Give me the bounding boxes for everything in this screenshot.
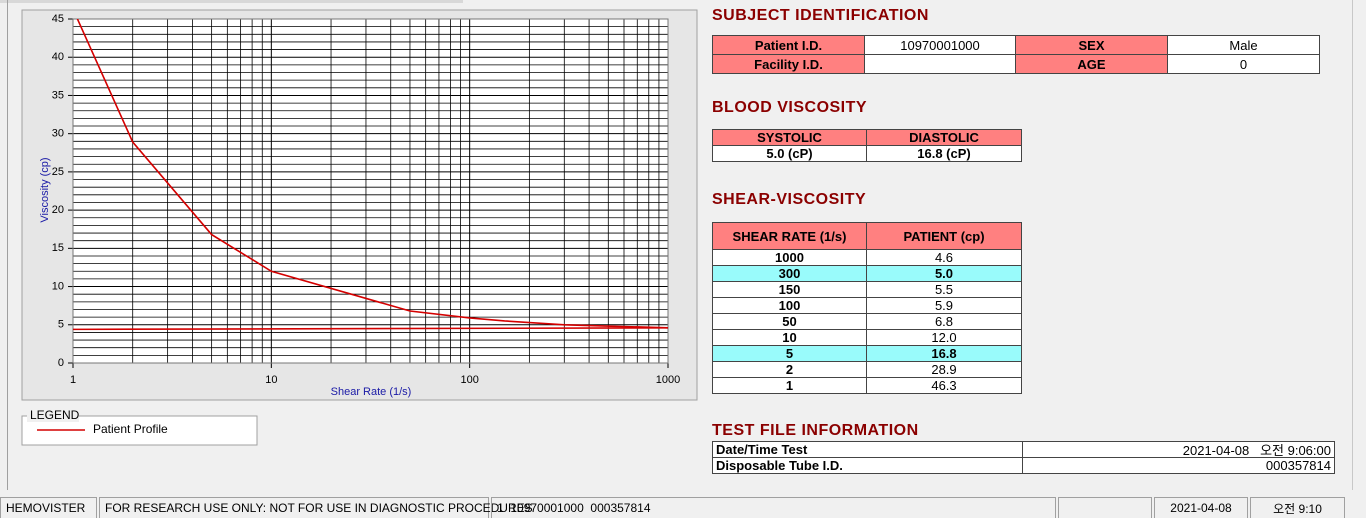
- status-cell: 2021-04-08: [1154, 497, 1248, 518]
- section-title: BLOOD VISCOSITY: [712, 99, 868, 116]
- x-tick-label: 1000: [656, 374, 680, 386]
- plot-frame: [72, 18, 669, 364]
- table-cell: 10: [712, 329, 867, 346]
- y-tick-label: 45: [52, 13, 64, 25]
- y-tick-label: 25: [52, 166, 64, 178]
- y-tick-label: 30: [52, 128, 64, 140]
- x-tick-label: 10: [265, 374, 277, 386]
- table-cell: 100: [712, 297, 867, 314]
- field-label: Facility I.D.: [712, 54, 865, 74]
- table-cell: 46.3: [866, 377, 1022, 394]
- section-title: TEST FILE INFORMATION: [712, 422, 919, 439]
- y-tick-label: 5: [58, 319, 64, 331]
- plot-area: [73, 19, 668, 363]
- y-tick-label: 20: [52, 204, 64, 216]
- table-cell: 5.0: [866, 265, 1022, 282]
- y-tick-label: 35: [52, 89, 64, 101]
- right-border: [1352, 0, 1353, 490]
- status-cell: FOR RESEARCH USE ONLY: NOT FOR USE IN DI…: [99, 497, 533, 518]
- table-cell: 150: [712, 281, 867, 298]
- table-cell: 50: [712, 313, 867, 330]
- legend-label: Patient Profile: [93, 422, 168, 436]
- table-cell: 5: [712, 345, 867, 362]
- column-header: SHEAR RATE (1/s): [712, 222, 867, 250]
- column-header: PATIENT (cp): [866, 222, 1022, 250]
- table-cell: 4.6: [866, 249, 1022, 266]
- table-cell: 5.9: [866, 297, 1022, 314]
- section-title: SUBJECT IDENTIFICATION: [712, 7, 929, 24]
- table-cell: 16.8: [866, 345, 1022, 362]
- table-cell: 6.8: [866, 313, 1022, 330]
- field-value: Male: [1167, 35, 1320, 55]
- table-cell: 2: [712, 361, 867, 378]
- field-value: [864, 54, 1016, 74]
- series-line: [73, 327, 668, 331]
- section-title: SHEAR-VISCOSITY: [712, 191, 867, 208]
- y-axis-label: Viscosity (cp): [39, 157, 51, 222]
- y-tick-label: 0: [58, 357, 64, 369]
- table-cell: 1: [712, 377, 867, 394]
- field-label: AGE: [1015, 54, 1168, 74]
- field-value: 0: [1167, 54, 1320, 74]
- table-cell: 5.5: [866, 281, 1022, 298]
- table-cell: Disposable Tube I.D.: [712, 457, 1023, 474]
- cell-value: 5.0 (cP): [712, 145, 867, 162]
- x-tick-label: 100: [460, 374, 478, 386]
- column-header: DIASTOLIC: [866, 129, 1022, 146]
- top-strip: [0, 0, 463, 3]
- status-cell: HEMOVISTER: [0, 497, 97, 518]
- status-cell: 오전 9:10: [1250, 497, 1345, 518]
- column-header: SYSTOLIC: [712, 129, 867, 146]
- field-value: 10970001000: [864, 35, 1016, 55]
- y-tick-label: 10: [52, 280, 64, 292]
- table-cell: Date/Time Test: [712, 441, 1023, 458]
- table-cell: 28.9: [866, 361, 1022, 378]
- chart: Viscosity (cp) Shear Rate (1/s) LEGEND 0…: [21, 9, 698, 446]
- left-border: [7, 0, 8, 490]
- series-line: [76, 19, 668, 329]
- status-cell: 1 10970001000 000357814: [491, 497, 1056, 518]
- status-cell-empty: [1058, 497, 1152, 518]
- y-tick-label: 40: [52, 51, 64, 63]
- y-tick-label: 15: [52, 242, 64, 254]
- legend-title: LEGEND: [30, 408, 80, 422]
- table-cell: 1000: [712, 249, 867, 266]
- grid: [72, 18, 669, 364]
- field-label: SEX: [1015, 35, 1168, 55]
- table-cell: 12.0: [866, 329, 1022, 346]
- field-label: Patient I.D.: [712, 35, 865, 55]
- table-cell: 000357814: [1022, 457, 1335, 474]
- cell-value: 16.8 (cP): [866, 145, 1022, 162]
- legend-title-bg: [27, 409, 79, 422]
- x-tick-label: 1: [70, 374, 76, 386]
- table-cell: 300: [712, 265, 867, 282]
- table-cell: 2021-04-08 오전 9:06:00: [1022, 441, 1335, 458]
- x-axis-label: Shear Rate (1/s): [331, 386, 412, 398]
